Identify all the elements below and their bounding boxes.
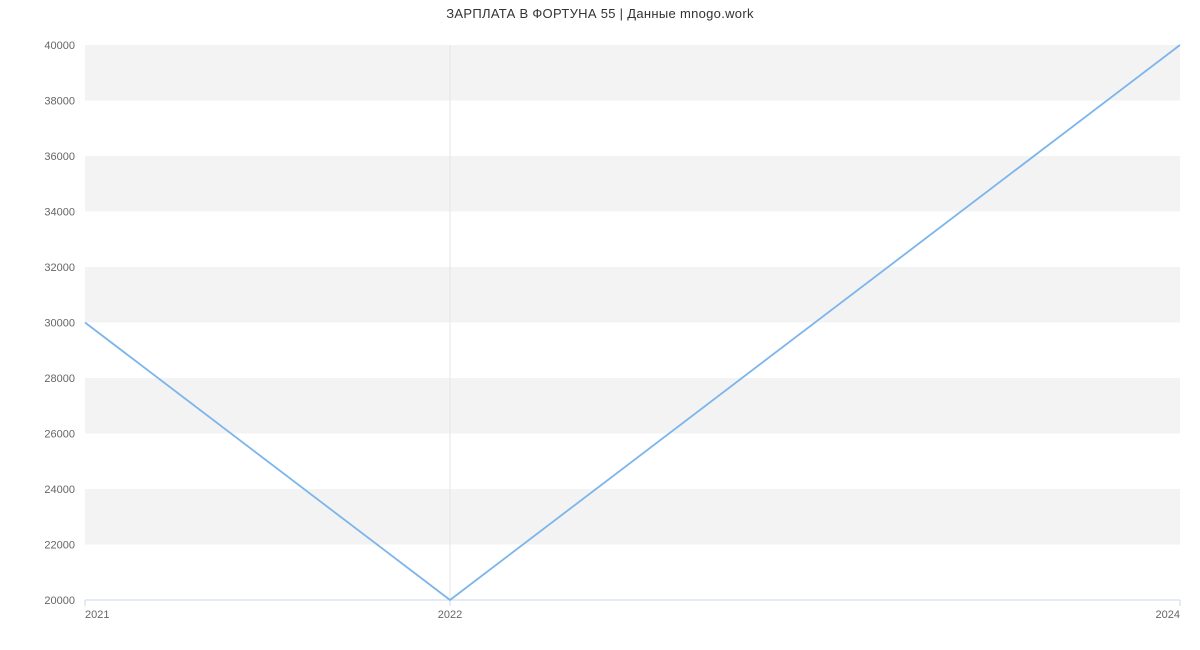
y-tick-label: 24000 [44, 484, 75, 496]
y-tick-label: 26000 [44, 429, 75, 441]
chart-svg: 20000 22000 24000 26000 28000 30000 32000 34000… [0, 0, 1200, 650]
x-tick-label: 2024 [1156, 609, 1180, 621]
y-tick-label: 22000 [44, 540, 75, 552]
chart-title: ЗАРПЛАТА В ФОРТУНА 55 | Данные mnogo.wor… [0, 6, 1200, 21]
y-tick-label: 32000 [44, 262, 75, 274]
y-tick-label: 30000 [44, 318, 75, 330]
x-tick-label: 2022 [438, 609, 462, 621]
y-tick-label: 34000 [44, 207, 75, 219]
y-tick-label: 38000 [44, 96, 75, 108]
x-tick-label: 2021 [85, 609, 109, 621]
y-tick-label: 36000 [44, 151, 75, 163]
y-tick-label: 20000 [44, 595, 75, 607]
salary-line-chart: ЗАРПЛАТА В ФОРТУНА 55 | Данные mnogo.wor… [0, 0, 1200, 650]
y-tick-label: 28000 [44, 373, 75, 385]
y-tick-label: 40000 [44, 40, 75, 52]
